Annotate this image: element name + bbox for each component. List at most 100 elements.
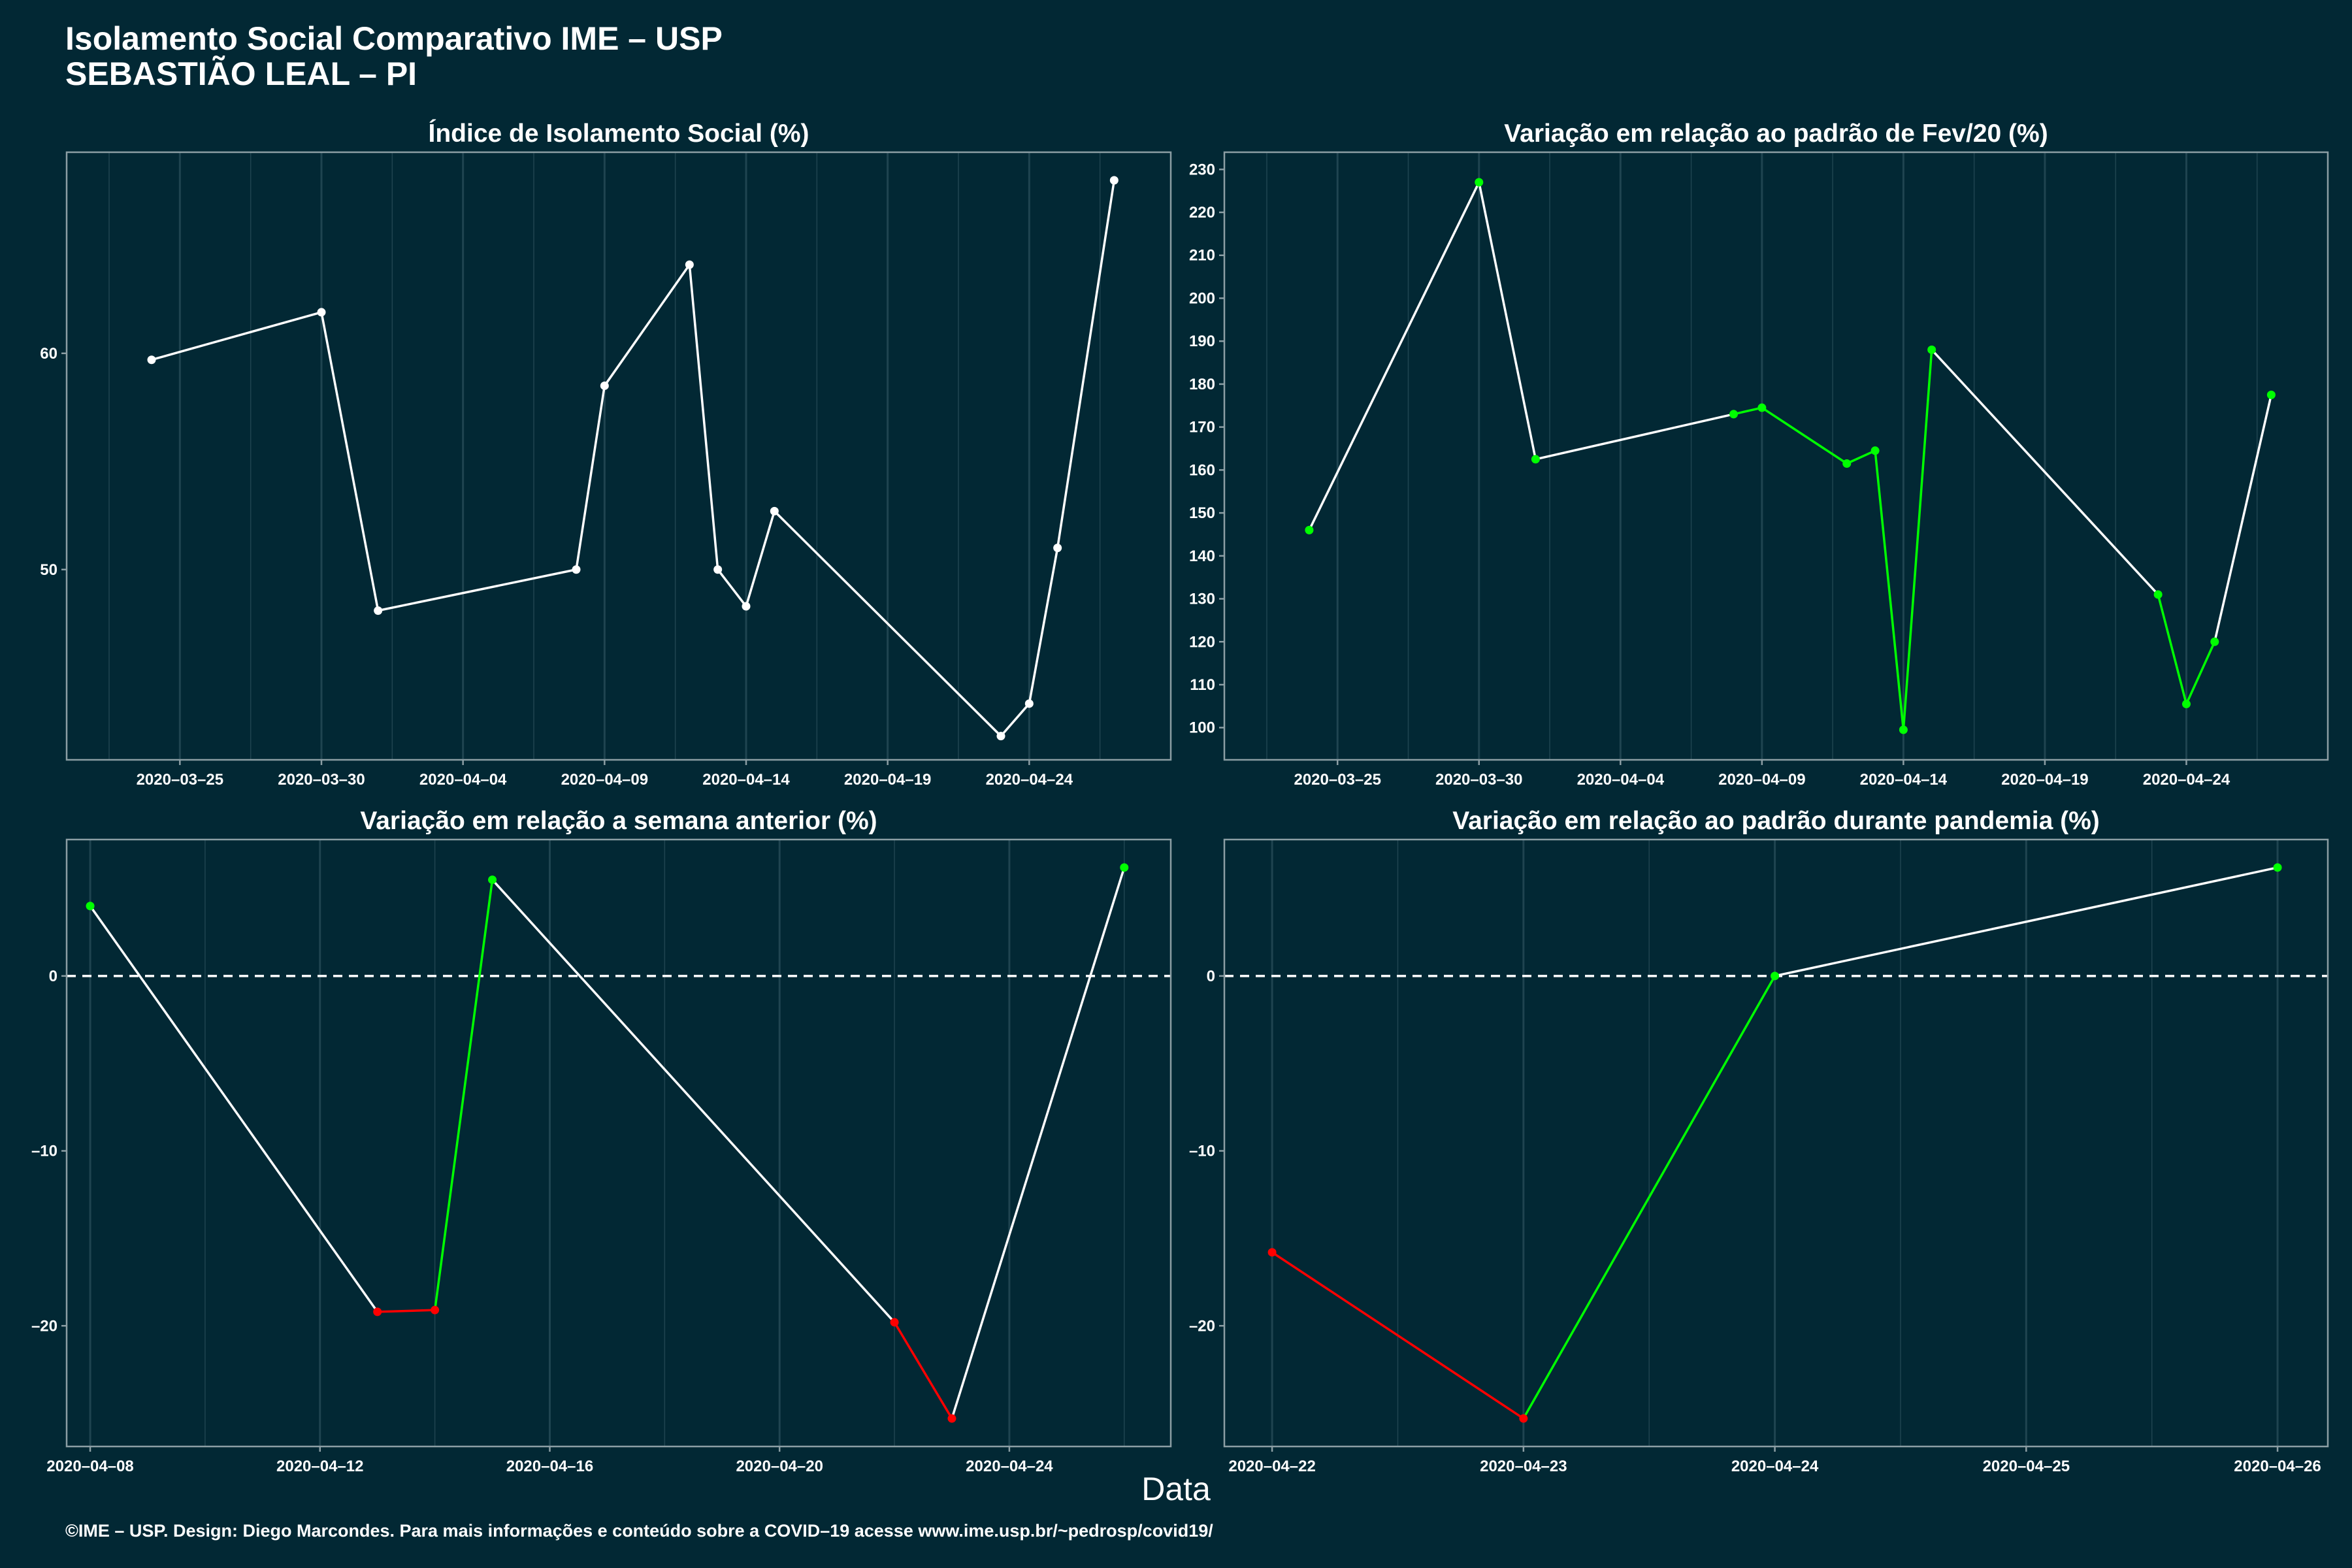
series-segment xyxy=(1028,546,1059,705)
series-segment xyxy=(1761,406,1848,465)
x-tick-label: 2020–04–26 xyxy=(2234,1458,2321,1475)
series-segment xyxy=(1056,179,1116,549)
chart-panel-1: Índice de Isolamento Social (%) 50 60 2020–… xyxy=(40,119,1172,789)
y-tick-label: 0 xyxy=(1207,968,1215,985)
y-tick-label: 190 xyxy=(1189,333,1215,350)
data-point xyxy=(1531,455,1540,464)
x-tick-label: 2020–03–30 xyxy=(278,771,365,789)
x-tick-label: 2020–04–24 xyxy=(966,1458,1053,1475)
series-segment xyxy=(89,904,379,1313)
x-tick-label: 2020–03–30 xyxy=(1435,771,1522,789)
series-segment xyxy=(320,311,380,612)
series-segment xyxy=(603,263,691,387)
x-tick-label: 2020–04–12 xyxy=(276,1458,363,1475)
series-segment xyxy=(2157,593,2188,706)
data-point xyxy=(147,355,156,365)
y-tick-label: 150 xyxy=(1189,504,1215,522)
y-tick-label: 170 xyxy=(1189,419,1215,436)
chart-title: Variação em relação a semana anterior (%… xyxy=(360,807,877,835)
series-segment xyxy=(1874,449,1905,731)
data-point xyxy=(600,381,609,390)
y-tick-label: 60 xyxy=(40,345,57,363)
data-point xyxy=(86,902,95,911)
data-point xyxy=(1771,972,1780,981)
data-point xyxy=(1475,178,1484,187)
x-tick-label: 2020–04–19 xyxy=(2001,771,2088,789)
x-tick-label: 2020–04–16 xyxy=(506,1458,593,1475)
x-tick-label: 2020–04–04 xyxy=(419,771,507,789)
series-segment xyxy=(2185,640,2216,706)
series-segment xyxy=(1534,413,1735,461)
series-segment xyxy=(893,1321,953,1420)
data-point xyxy=(1927,345,1936,354)
chart-panel-3: Variação em relação a semana anterior (%… xyxy=(31,807,1172,1475)
y-tick-label: –20 xyxy=(31,1317,57,1335)
data-point xyxy=(996,732,1005,741)
data-point xyxy=(373,1307,382,1316)
x-tick-label: 2020–04–25 xyxy=(1983,1458,2070,1475)
x-tick-label: 2020–04–14 xyxy=(702,771,790,789)
data-point xyxy=(1870,446,1880,455)
chart-panel-4: Variação em relação ao padrão durante pa… xyxy=(1189,807,2329,1475)
series-segment xyxy=(376,1309,436,1313)
y-tick-label: –10 xyxy=(31,1143,57,1160)
data-point xyxy=(947,1414,956,1423)
series-segment xyxy=(1478,181,1537,461)
y-tick-label: –20 xyxy=(1189,1317,1215,1335)
y-tick-label: 210 xyxy=(1189,247,1215,265)
data-point xyxy=(2210,637,2219,646)
data-point xyxy=(2181,700,2191,709)
series-segment xyxy=(1732,406,1763,416)
y-tick-label: 0 xyxy=(49,968,57,985)
series-segment xyxy=(1902,348,1933,731)
series-segment xyxy=(1846,449,1876,465)
x-tick-label: 2020–04–24 xyxy=(1731,1458,1819,1475)
data-point xyxy=(1305,525,1314,534)
y-tick-label: 120 xyxy=(1189,633,1215,651)
series-segment xyxy=(1308,181,1480,532)
data-point xyxy=(2266,390,2276,399)
x-tick-label: 2020–03–25 xyxy=(137,771,223,789)
data-point xyxy=(770,506,779,515)
chart-title: Índice de Isolamento Social (%) xyxy=(429,119,809,148)
series-segment xyxy=(773,510,1002,738)
data-point xyxy=(1519,1414,1528,1423)
data-point xyxy=(890,1318,899,1327)
x-tick-label: 2020–04–19 xyxy=(844,771,931,789)
data-point xyxy=(713,565,723,574)
series-segment xyxy=(150,311,323,361)
x-tick-label: 2020–04–23 xyxy=(1480,1458,1567,1475)
data-point xyxy=(572,565,581,574)
y-tick-label: 130 xyxy=(1189,591,1215,608)
series-segment xyxy=(2213,393,2273,644)
series-segment xyxy=(1271,1251,1525,1420)
series-segment xyxy=(716,568,747,608)
chart-title: Variação em relação ao padrão de Fev/20 … xyxy=(1504,120,2048,148)
plot-border xyxy=(65,151,1172,761)
plot-border xyxy=(1223,838,2329,1448)
x-axis-label: Data xyxy=(1141,1471,1211,1507)
data-point xyxy=(1899,725,1908,734)
data-point xyxy=(488,875,497,885)
chart-title: Variação em relação ao padrão durante pa… xyxy=(1452,807,2100,835)
data-point xyxy=(1024,699,1034,708)
y-tick-label: 100 xyxy=(1189,719,1215,737)
y-tick-label: 140 xyxy=(1189,547,1215,565)
x-tick-label: 2020–04–09 xyxy=(561,771,648,789)
series-segment xyxy=(491,878,896,1324)
y-tick-label: 200 xyxy=(1189,289,1215,307)
data-point xyxy=(1120,863,1129,872)
data-point xyxy=(1842,459,1852,468)
data-point xyxy=(317,308,326,317)
y-tick-label: 220 xyxy=(1189,204,1215,221)
x-tick-label: 2020–04–20 xyxy=(736,1458,823,1475)
data-point xyxy=(2273,863,2282,872)
plot-border xyxy=(1223,151,2329,761)
y-tick-label: 230 xyxy=(1189,161,1215,178)
data-point xyxy=(1267,1248,1277,1257)
data-point xyxy=(2153,590,2163,599)
data-point xyxy=(374,606,383,615)
x-tick-label: 2020–04–22 xyxy=(1228,1458,1315,1475)
x-tick-label: 2020–04–08 xyxy=(46,1458,133,1475)
